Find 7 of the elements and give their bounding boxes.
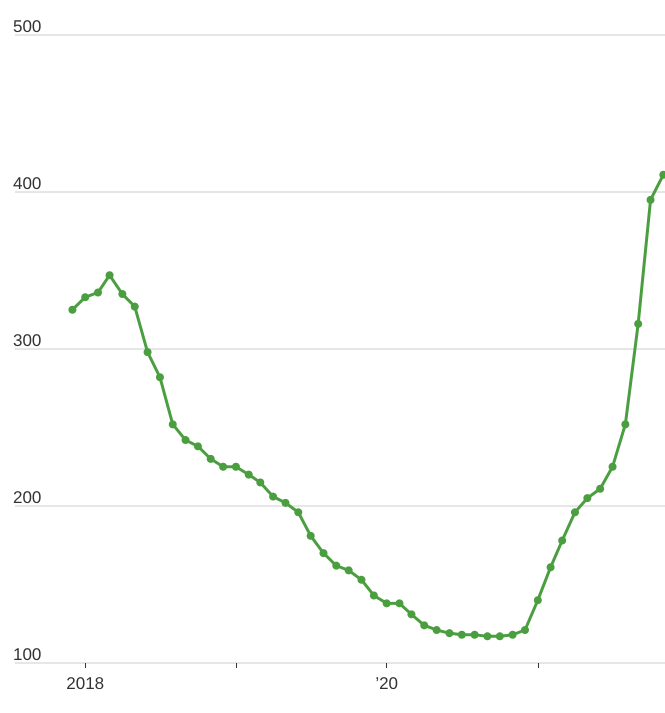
y-tick-label: 500 <box>13 17 42 36</box>
y-tick-label: 300 <box>13 331 42 350</box>
y-tick-label: 200 <box>13 488 42 507</box>
y-tick-label: 400 <box>13 174 42 193</box>
x-tick-label: 2018 <box>66 674 104 693</box>
x-tick-label: ’20 <box>375 674 398 693</box>
y-tick-label: 100 <box>13 645 42 664</box>
